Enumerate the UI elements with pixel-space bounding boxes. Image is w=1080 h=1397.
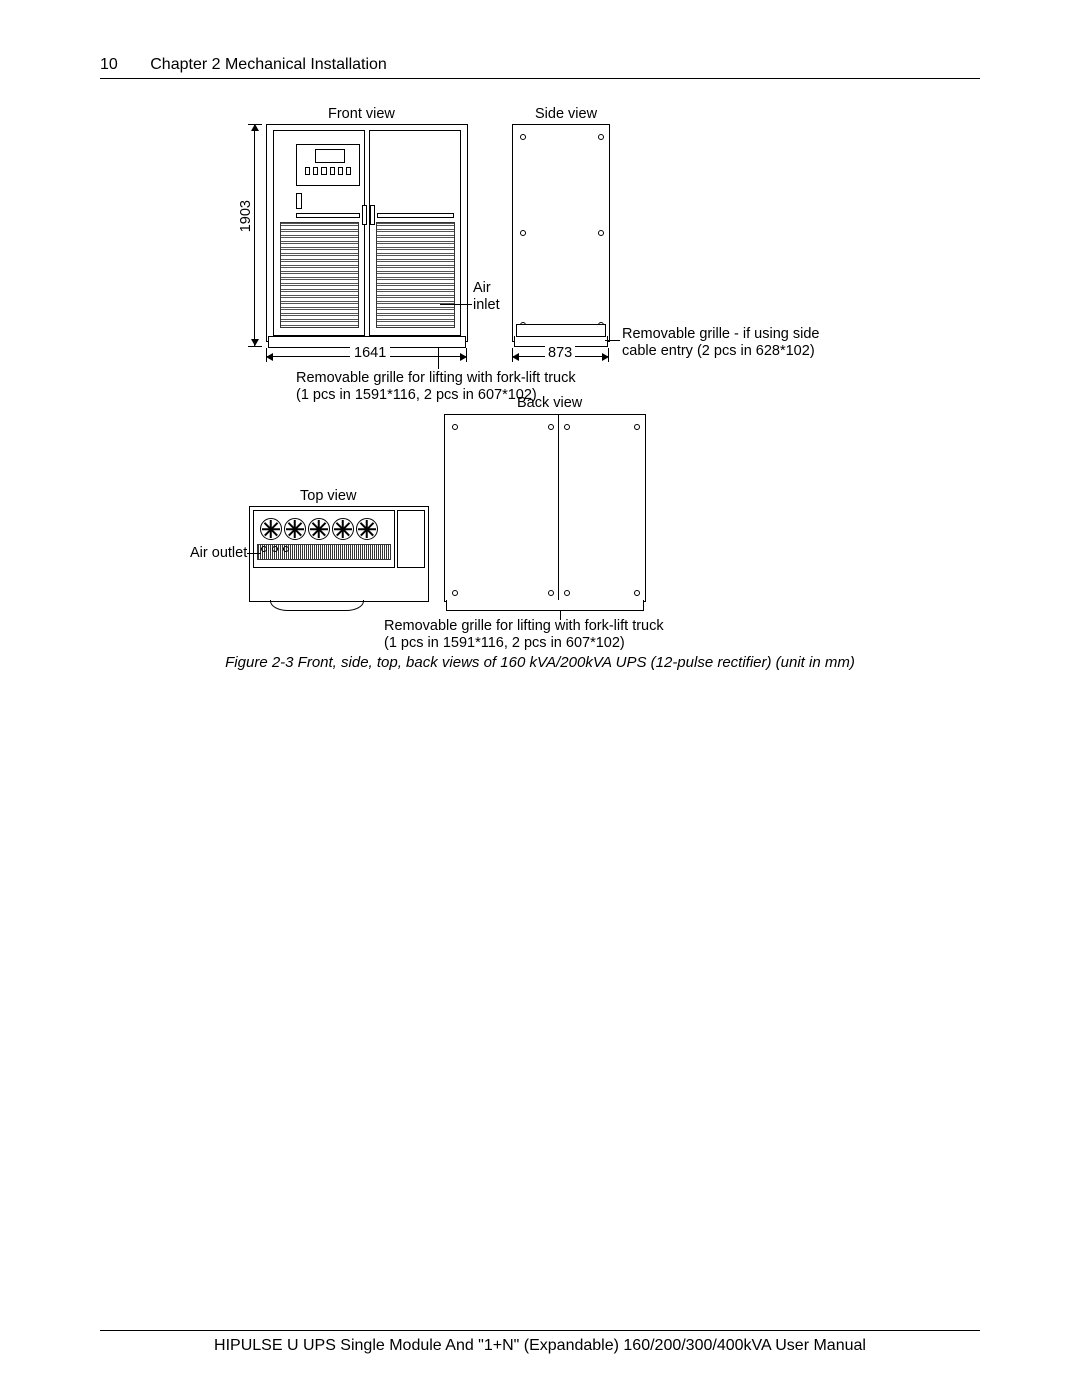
front-view-label: Front view — [328, 106, 395, 123]
rivet-icon — [634, 424, 640, 430]
rivet-icon — [564, 424, 570, 430]
front-vent-right — [376, 222, 455, 328]
back-grille-note: Removable grille for lifting with fork-l… — [384, 618, 664, 651]
rivet-icon — [520, 230, 526, 236]
page: 10 Chapter 2 Mechanical Installation Fro… — [0, 0, 1080, 1397]
side-grille-leader — [605, 340, 620, 341]
fan-icon — [332, 518, 354, 540]
front-control-panel — [296, 144, 360, 186]
rivet-icon — [564, 590, 570, 596]
back-cabinet — [444, 414, 646, 602]
front-grille-leader — [438, 347, 439, 369]
page-footer: HIPULSE U UPS Single Module And "1+N" (E… — [100, 1330, 980, 1355]
top-side-block — [397, 510, 425, 568]
fan-icon — [308, 518, 330, 540]
rivet-icon — [598, 134, 604, 140]
figure-caption: Figure 2-3 Front, side, top, back views … — [0, 654, 1080, 671]
rivet-icon — [261, 546, 267, 552]
page-header: 10 Chapter 2 Mechanical Installation — [100, 56, 980, 79]
air-outlet-label: Air outlet — [190, 545, 247, 562]
rivet-icon — [548, 590, 554, 596]
rivet-icon — [452, 424, 458, 430]
side-view-label: Side view — [535, 106, 597, 123]
dim-1903-value: 1903 — [238, 200, 255, 232]
front-handle — [296, 193, 302, 209]
back-divider — [558, 414, 559, 600]
rivet-icon — [634, 590, 640, 596]
top-front-bulge — [270, 600, 364, 611]
front-trim-left — [296, 213, 360, 218]
back-view-label: Back view — [517, 395, 582, 412]
front-vent-left — [280, 222, 359, 328]
rivet-icon — [452, 590, 458, 596]
top-view-label: Top view — [300, 488, 356, 505]
dim-1903 — [254, 124, 255, 346]
rivet-icon — [272, 546, 278, 552]
panel-display — [315, 149, 345, 163]
rivet-icon — [548, 424, 554, 430]
side-grille-panel — [516, 324, 606, 337]
fan-icon — [260, 518, 282, 540]
chapter-title: Chapter 2 Mechanical Installation — [150, 56, 387, 73]
dim-1641-value: 1641 — [350, 345, 390, 362]
page-number: 10 — [100, 56, 118, 73]
side-grille-note: Removable grille - if using side cable e… — [622, 326, 819, 359]
side-cabinet — [512, 124, 610, 342]
back-plinth — [446, 600, 644, 611]
rivet-icon — [598, 230, 604, 236]
air-inlet-leader — [440, 304, 472, 305]
front-trim-right — [377, 213, 454, 218]
dim-tick — [248, 346, 262, 347]
rivet-icon — [520, 134, 526, 140]
air-inlet-label: Air inlet — [473, 280, 500, 313]
panel-buttons — [305, 167, 351, 175]
rivet-icon — [283, 546, 289, 552]
front-latch-right — [370, 205, 375, 225]
dim-873-value: 873 — [545, 345, 575, 362]
fan-icon — [284, 518, 306, 540]
fan-icon — [356, 518, 378, 540]
air-outlet-leader — [247, 553, 261, 554]
front-latch-left — [362, 205, 367, 225]
